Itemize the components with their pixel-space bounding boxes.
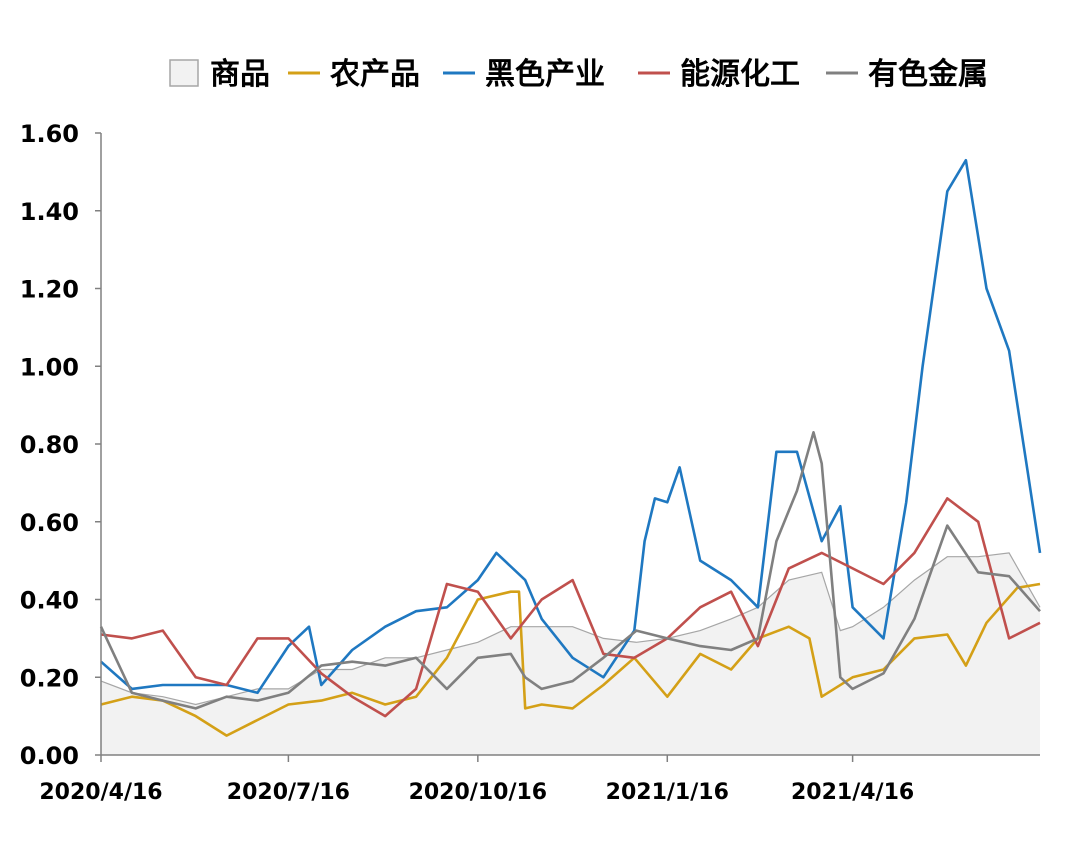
y-tick-label: 1.40 [20,198,79,226]
plot-area [99,158,1042,755]
legend-label: 能源化工 [680,57,800,92]
series-area-outline-0 [100,552,1041,706]
y-tick-label: 0.00 [20,742,79,770]
legend-item-1: 农产品 [288,57,420,92]
legend-item-3: 能源化工 [638,57,800,92]
x-tick-label: 2020/10/16 [409,780,548,805]
y-tick-label: 1.60 [20,120,79,148]
legend-item-4: 有色金属 [826,57,988,92]
x-tick-label: 2020/4/16 [39,780,162,805]
y-tick-label: 1.20 [20,276,79,304]
x-tick-label: 2020/7/16 [227,780,350,805]
y-tick-label: 0.60 [20,509,79,537]
legend-swatch [169,59,199,87]
legend-label: 农产品 [329,57,420,92]
legend-item-0: 商品 [169,57,270,92]
legend-label: 有色金属 [868,57,988,92]
series-line-4 [99,431,1041,710]
legend-item-2: 黑色产业 [443,57,605,92]
y-tick-label: 0.80 [20,431,79,459]
y-tick-label: 0.40 [20,587,79,615]
series-line-2 [100,158,1042,695]
legend-label: 黑色产业 [485,57,605,92]
x-tick-label: 2021/1/16 [606,780,729,805]
legend-label: 商品 [210,57,270,92]
y-tick-label: 1.00 [20,353,79,381]
legend: 商品 农产品 黑色产业 能源化工 有色金属 [169,57,988,92]
series-line-1 [100,582,1041,737]
axes: 0.00 0.20 0.40 0.60 0.80 1.00 1.20 1.40 1.60 2020… [20,120,1040,805]
x-tick-label: 2021/4/16 [791,780,914,805]
series-line-3 [100,497,1041,718]
y-tick-label: 0.20 [20,664,79,692]
